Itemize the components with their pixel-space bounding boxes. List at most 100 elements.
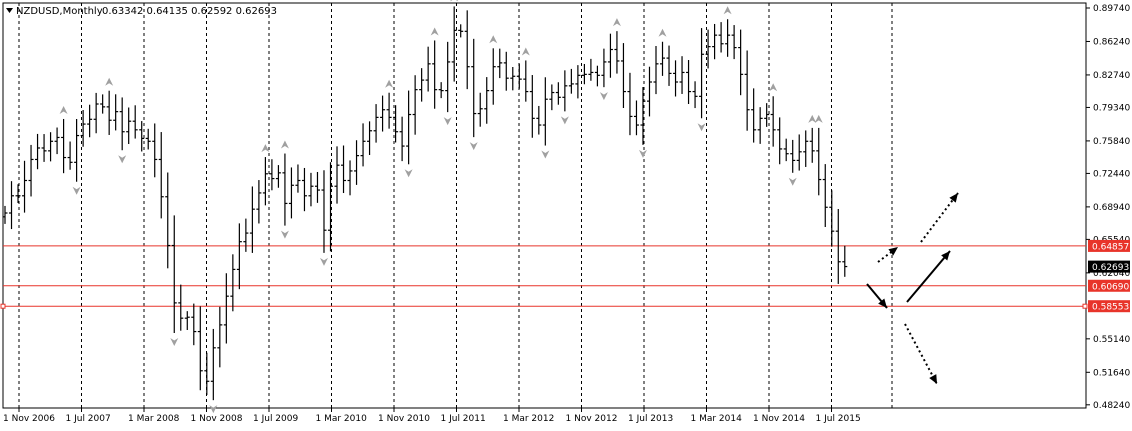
price-bar[interactable] bbox=[48, 132, 54, 162]
price-bar[interactable] bbox=[796, 134, 802, 171]
price-bar[interactable] bbox=[503, 51, 509, 91]
price-bar[interactable] bbox=[835, 208, 841, 284]
price-bar[interactable] bbox=[145, 128, 151, 150]
price-bar[interactable] bbox=[262, 157, 268, 206]
price-bar[interactable] bbox=[594, 65, 600, 87]
price-bar[interactable] bbox=[640, 87, 646, 145]
price-bar[interactable] bbox=[764, 103, 770, 127]
price-bar[interactable] bbox=[236, 223, 242, 290]
price-bar[interactable] bbox=[484, 77, 490, 124]
line-handle-icon[interactable] bbox=[1082, 303, 1088, 309]
price-bar[interactable] bbox=[699, 28, 705, 119]
price-bar[interactable] bbox=[204, 352, 210, 396]
price-bar[interactable] bbox=[360, 123, 366, 167]
price-bar[interactable] bbox=[549, 84, 555, 111]
price-bar[interactable] bbox=[171, 215, 177, 334]
price-bar[interactable] bbox=[497, 48, 503, 79]
price-bar[interactable] bbox=[28, 144, 34, 197]
price-bar[interactable] bbox=[620, 43, 626, 109]
price-bar[interactable] bbox=[686, 60, 692, 104]
price-bar[interactable] bbox=[412, 75, 418, 135]
price-bar[interactable] bbox=[529, 75, 535, 138]
price-bar[interactable] bbox=[575, 65, 581, 99]
price-bar[interactable] bbox=[581, 63, 587, 85]
price-bar[interactable] bbox=[393, 105, 399, 143]
price-bar[interactable] bbox=[100, 94, 106, 114]
price-bar[interactable] bbox=[197, 306, 203, 391]
price-bar[interactable] bbox=[165, 172, 171, 269]
price-bar[interactable] bbox=[614, 31, 620, 74]
price-bar[interactable] bbox=[829, 190, 835, 247]
price-bar[interactable] bbox=[523, 60, 529, 102]
price-bar[interactable] bbox=[9, 181, 15, 230]
price-bar[interactable] bbox=[301, 167, 307, 212]
price-bar[interactable] bbox=[660, 41, 666, 76]
price-bar[interactable] bbox=[445, 41, 451, 113]
price-bar[interactable] bbox=[458, 24, 464, 38]
price-bar[interactable] bbox=[341, 145, 347, 194]
price-bar[interactable] bbox=[367, 121, 373, 156]
price-bar[interactable] bbox=[373, 104, 379, 143]
price-bar[interactable] bbox=[731, 25, 737, 60]
price-bar[interactable] bbox=[425, 46, 431, 92]
price-bar[interactable] bbox=[354, 140, 360, 185]
price-bar[interactable] bbox=[308, 172, 314, 207]
price-bar[interactable] bbox=[783, 138, 789, 162]
price-bar[interactable] bbox=[275, 165, 281, 188]
price-bar[interactable] bbox=[822, 164, 828, 228]
price-bar[interactable] bbox=[406, 90, 412, 165]
price-bar[interactable] bbox=[80, 110, 86, 147]
price-bar[interactable] bbox=[712, 23, 718, 60]
price-bar[interactable] bbox=[588, 58, 594, 81]
price-bar[interactable] bbox=[217, 306, 223, 368]
price-bar[interactable] bbox=[67, 141, 73, 170]
price-bar[interactable] bbox=[152, 123, 158, 178]
price-bar[interactable] bbox=[184, 311, 190, 330]
price-bar[interactable] bbox=[243, 218, 249, 252]
price-bar[interactable] bbox=[770, 96, 776, 147]
price-bar[interactable] bbox=[93, 92, 99, 134]
price-bar[interactable] bbox=[738, 29, 744, 96]
price-bar[interactable] bbox=[380, 95, 386, 132]
price-bar[interactable] bbox=[41, 134, 47, 162]
price-bar[interactable] bbox=[646, 66, 652, 117]
price-bar[interactable] bbox=[562, 70, 568, 112]
price-bar[interactable] bbox=[256, 180, 262, 224]
price-bar[interactable] bbox=[230, 254, 236, 312]
price-bar[interactable] bbox=[249, 186, 255, 253]
price-bar[interactable] bbox=[386, 92, 392, 129]
price-bar[interactable] bbox=[516, 63, 522, 89]
price-bar[interactable] bbox=[87, 104, 93, 138]
price-bar[interactable] bbox=[451, 6, 457, 82]
price-bar[interactable] bbox=[126, 107, 132, 145]
price-bar[interactable] bbox=[666, 45, 672, 86]
price-bar[interactable] bbox=[419, 68, 425, 102]
price-bar[interactable] bbox=[542, 77, 548, 146]
price-bar[interactable] bbox=[477, 92, 483, 127]
price-bar[interactable] bbox=[705, 29, 711, 69]
price-bar[interactable] bbox=[777, 117, 783, 165]
price-bar[interactable] bbox=[490, 48, 496, 105]
price-bar[interactable] bbox=[607, 33, 613, 78]
price-bar[interactable] bbox=[54, 127, 60, 155]
price-bar[interactable] bbox=[816, 127, 822, 196]
price-bar[interactable] bbox=[61, 118, 67, 174]
price-bar[interactable] bbox=[692, 81, 698, 109]
price-bar[interactable] bbox=[288, 167, 294, 219]
price-bar[interactable] bbox=[790, 139, 796, 173]
price-bar[interactable] bbox=[757, 107, 763, 144]
price-bar[interactable] bbox=[15, 184, 21, 203]
price-bar[interactable] bbox=[809, 127, 815, 163]
price-bar[interactable] bbox=[223, 273, 229, 344]
price-bar[interactable] bbox=[803, 130, 809, 167]
price-bar[interactable] bbox=[282, 153, 288, 226]
price-bar[interactable] bbox=[399, 116, 405, 162]
price-bar[interactable] bbox=[751, 88, 757, 143]
price-bar[interactable] bbox=[132, 105, 138, 139]
price-bar[interactable] bbox=[555, 82, 561, 105]
price-bar[interactable] bbox=[432, 40, 438, 109]
price-bar[interactable] bbox=[347, 160, 353, 196]
price-bar[interactable] bbox=[725, 19, 731, 57]
price-bar[interactable] bbox=[601, 48, 607, 88]
